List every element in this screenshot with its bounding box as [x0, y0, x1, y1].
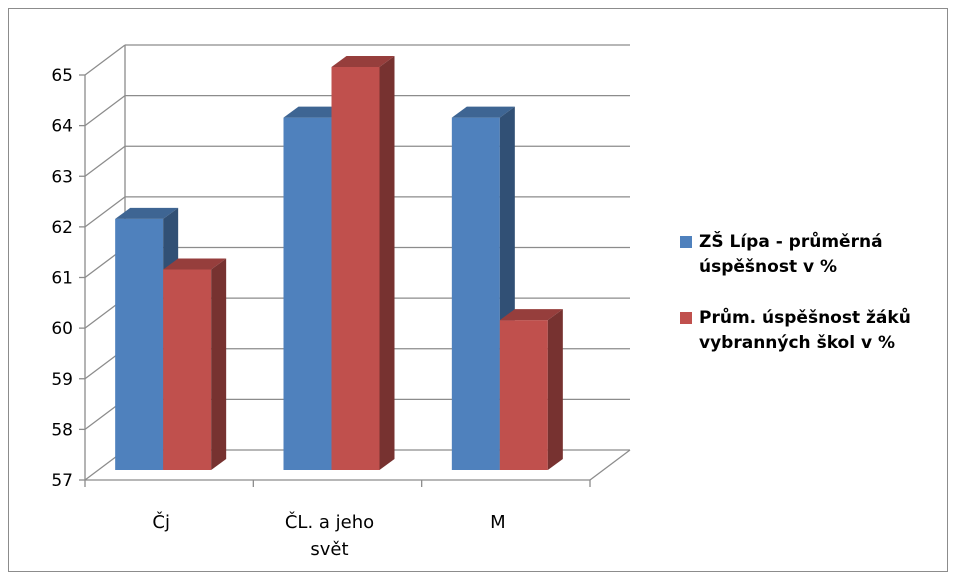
bar-top-1-1	[283, 106, 347, 118]
bar-2-2	[499, 320, 548, 470]
x-category-label-1-0: ČL. a jeho	[285, 511, 374, 533]
chart-legend: ZŠ Lípa - průměrná úspěšnost v % Prům. ú…	[680, 230, 950, 382]
y-tick-label-59: 59	[51, 370, 73, 390]
bar-side-2-2	[547, 309, 563, 470]
y-tick-label-60: 60	[51, 319, 73, 339]
y-tick-label-62: 62	[51, 218, 73, 238]
floor-right-edge	[589, 449, 631, 481]
bar-2-0	[163, 269, 212, 470]
legend-item-series-2: Prům. úspěšnost žáků vybranných škol v %	[680, 306, 950, 356]
bar-1-1	[283, 117, 332, 470]
legend-swatch-series-1	[680, 236, 692, 248]
bar-top-2-0	[163, 258, 227, 270]
gridline-side-63	[84, 145, 126, 177]
bar-side-2-1	[379, 56, 395, 470]
x-category-label-2-0: M	[490, 512, 506, 533]
bar-top-1-0	[115, 207, 179, 219]
legend-label-series-1: ZŠ Lípa - průměrná úspěšnost v %	[699, 232, 883, 277]
bar-top-2-2	[499, 309, 563, 321]
gridline-side-65	[84, 44, 126, 76]
legend-swatch-series-2	[680, 312, 692, 324]
bar-top-1-2	[451, 106, 515, 118]
y-tick-label-57: 57	[51, 471, 73, 491]
bar-side-2-0	[211, 258, 227, 470]
y-tick-label-65: 65	[51, 66, 73, 86]
y-tick-label-64: 64	[51, 117, 73, 137]
gridline-side-64	[84, 95, 126, 127]
bar-1-2	[451, 117, 500, 470]
bar-1-0	[115, 218, 164, 470]
bar-2-1	[331, 67, 380, 470]
y-tick-label-61: 61	[51, 269, 73, 289]
x-category-label-0-0: Čj	[152, 511, 170, 533]
y-tick-label-63: 63	[51, 167, 73, 187]
x-category-label-1-1: svět	[310, 539, 348, 560]
y-tick-label-58: 58	[51, 420, 73, 440]
gridline-side-62	[84, 196, 126, 228]
bar-top-2-1	[331, 56, 395, 67]
legend-label-series-2: Prům. úspěšnost žáků vybranných škol v %	[699, 308, 911, 353]
legend-item-series-1: ZŠ Lípa - průměrná úspěšnost v %	[680, 230, 950, 280]
